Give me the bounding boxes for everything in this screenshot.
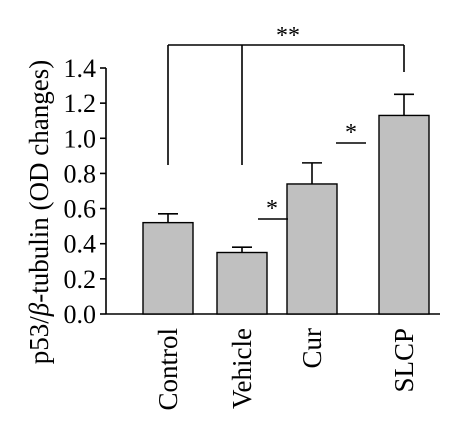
y-axis: 0.0 0.2 0.4 0.6 0.8 1.0 1.2 1.4 xyxy=(64,54,440,329)
bars xyxy=(142,93,430,315)
y-tick-label: 0.0 xyxy=(64,300,97,329)
y-tick-label: 0.2 xyxy=(64,265,97,294)
bar-slcp xyxy=(378,114,430,315)
category-label-vehicle: Vehicle xyxy=(227,328,257,409)
category-label-slcp: SLCP xyxy=(389,328,419,393)
bar-control xyxy=(142,221,194,315)
y-tick-label: 1.4 xyxy=(64,54,97,83)
y-tick-label: 1.2 xyxy=(64,89,97,118)
category-labels: Control Vehicle Cur SLCP xyxy=(153,328,419,411)
y-tick-label: 0.8 xyxy=(64,159,97,188)
category-label-control: Control xyxy=(153,328,183,411)
y-tick-label: 1.0 xyxy=(64,124,97,153)
sig-label-vehicle-cur: * xyxy=(266,196,278,222)
bar-cur xyxy=(286,183,338,315)
significance-annotations: **** xyxy=(167,23,405,222)
y-tick-label: 0.4 xyxy=(64,230,97,259)
y-axis-label-part-2: β xyxy=(24,302,54,317)
category-label-cur: Cur xyxy=(297,328,327,369)
y-axis-label: p53/β-tubulin (OD changes) xyxy=(24,60,54,364)
y-axis-label-part-3: -tubulin (OD changes) xyxy=(24,60,54,303)
sig-label-cur-slcp: * xyxy=(345,120,357,146)
bar-vehicle xyxy=(216,251,268,315)
y-tick-label: 0.6 xyxy=(64,195,97,224)
sig-label-double: ** xyxy=(276,23,300,49)
y-axis-label-part-1: p53/ xyxy=(24,316,54,365)
